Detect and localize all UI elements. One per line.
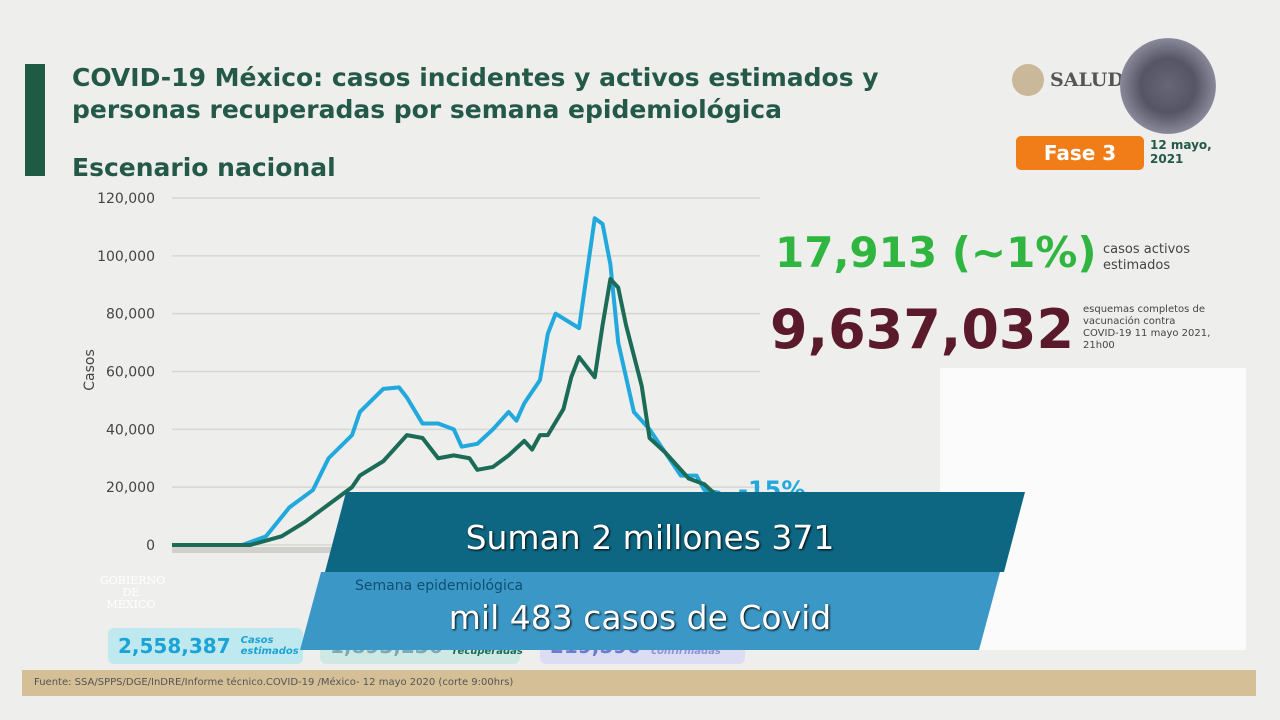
logo-2021: [1120, 38, 1216, 134]
seal-icon: [1012, 64, 1044, 96]
vaccine-label: esquemas completos de vacunación contra …: [1083, 304, 1211, 351]
gobierno-logo: GOBIERNO DE MÉXICO: [100, 574, 166, 611]
page-title: COVID-19 México: casos incidentes y acti…: [72, 63, 879, 124]
active-cases-value: 17,913 (~1%): [775, 228, 1097, 277]
y-tick-label: 40,000: [106, 422, 155, 438]
y-tick-label: 120,000: [97, 191, 155, 207]
report-date: 12 mayo, 2021: [1150, 138, 1212, 166]
x-axis-label: Semana epidemiológica: [355, 578, 524, 594]
vaccine-value: 9,637,032: [770, 298, 1075, 361]
stat-estimated: 2,558,387 Casos estimados: [108, 628, 303, 664]
stat-value: 2,558,387: [118, 634, 231, 658]
y-tick-label: 100,000: [97, 249, 155, 265]
y-tick-label: 20,000: [106, 480, 155, 496]
salud-logo: SALUD: [1012, 64, 1124, 96]
headline-banner-bottom: [300, 572, 1000, 650]
y-axis-label: Casos: [82, 349, 98, 391]
headline-line-1: Suman 2 millones 371: [465, 518, 835, 557]
source-footer: Fuente: SSA/SPPS/DGE/InDRE/Informe técni…: [22, 670, 1256, 696]
y-tick-label: 80,000: [106, 307, 155, 323]
headline-banner-top: [325, 492, 1025, 572]
accent-bar: [25, 64, 45, 176]
series-line-0: [172, 216, 721, 547]
active-cases-label: casos activos estimados: [1103, 242, 1190, 273]
headline-line-2: mil 483 casos de Covid: [448, 598, 832, 637]
y-tick-label: 60,000: [106, 365, 155, 381]
salud-logo-text: SALUD: [1050, 69, 1124, 91]
series-line-1: [172, 276, 722, 547]
page-subtitle: Escenario nacional: [72, 153, 336, 182]
y-tick-label: 0: [146, 538, 155, 554]
phase-badge: Fase 3: [1016, 136, 1144, 170]
stat-label: Casos estimados: [240, 635, 299, 657]
